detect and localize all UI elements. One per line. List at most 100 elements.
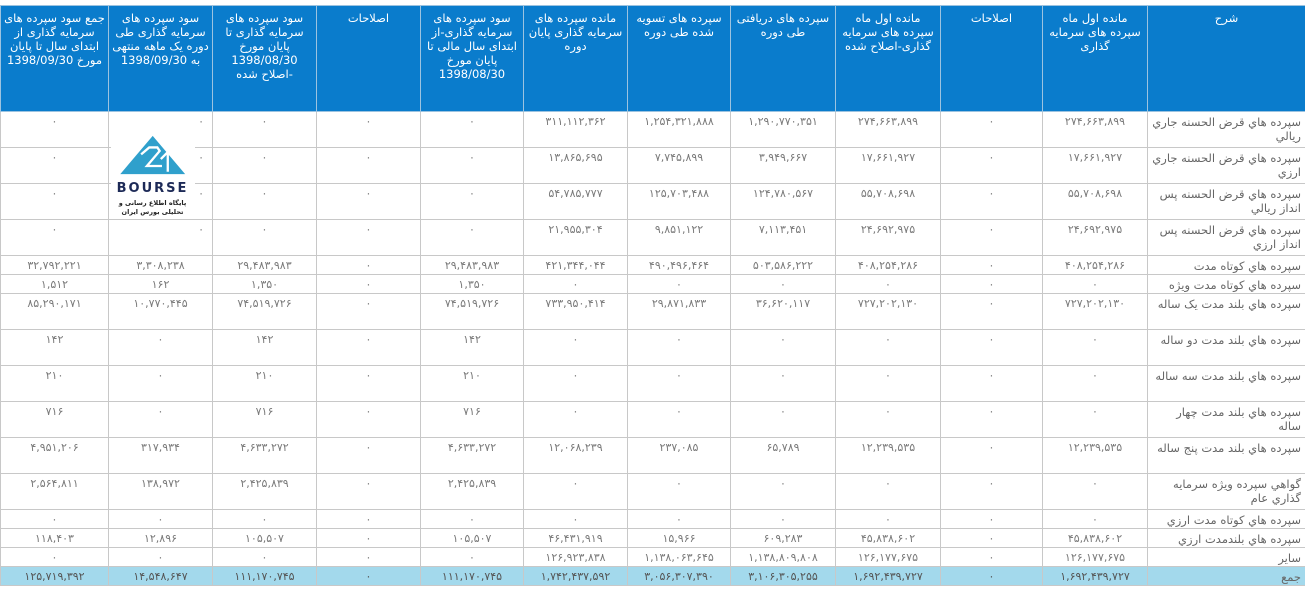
table-cell: ۰ [316,329,421,366]
row-description: سپرده هاي کوتاه مدت ارزي [1147,509,1305,529]
table-cell: ۰ [212,111,317,148]
table-cell: ۰ [730,329,836,366]
table-cell: ۲۴,۶۹۲,۹۷۵ [835,219,941,256]
table-cell: ۴,۹۵۱,۲۰۶ [0,437,109,474]
table-cell: ۰ [420,547,524,567]
table-cell: ۹,۸۵۱,۱۲۲ [627,219,731,256]
table-cell: ۲۷۴,۶۶۳,۸۹۹ [1042,111,1148,148]
table-cell: ۷۳۳,۹۵۰,۴۱۴ [523,293,628,330]
header-opening-balance-adjusted: مانده اول ماه سپرده های سرمایه گذاری-اصل… [835,5,941,112]
table-cell: ۰ [627,365,731,402]
total-label: جمع [1147,566,1305,586]
row-description: سپرده هاي کوتاه مدت [1147,255,1305,275]
header-settled-deposits: سپرده های تسویه شده طی دوره [627,5,731,112]
row-description: ساير [1147,547,1305,567]
table-cell: ۰ [835,509,941,529]
table-cell: ۱۲۶,۱۷۷,۶۷۵ [1042,547,1148,567]
header-interest-adjustments: اصلاحات [316,5,421,112]
report-container: شرح مانده اول ماه سپرده های سرمایه گذاری… [0,5,1305,586]
row-description: سپرده هاي قرض الحسنه پس انداز ريالي [1147,183,1305,220]
table-cell: ۰ [835,365,941,402]
total-row: جمع ۱,۶۹۲,۴۳۹,۷۲۷ ۰ ۱,۶۹۲,۴۳۹,۷۲۷ ۳,۱۰۶,۳۰۵,… [0,566,1305,586]
table-row: سپرده هاي قرض الحسنه پس انداز ريالي ۵۵,۷۰… [0,183,1305,220]
total-cell: ۰ [316,566,421,586]
table-cell: ۰ [835,473,941,510]
table-cell: ۰ [940,147,1043,184]
table-cell: ۰ [420,111,524,148]
total-cell: ۱,۶۹۲,۴۳۹,۷۲۷ [835,566,941,586]
table-cell: ۱۲۵,۷۰۳,۴۸۸ [627,183,731,220]
table-row: سپرده هاي بلند مدت دو ساله ۰ ۰ ۰ ۰ ۰ ۰ ۱۴۲ ۰ ۱۴۲ ۰… [0,329,1305,366]
table-cell: ۰ [523,509,628,529]
table-cell: ۰ [940,528,1043,548]
table-cell: ۱,۱۳۸,۸۰۹,۸۰۸ [730,547,836,567]
table-cell: ۰ [940,329,1043,366]
table-row: سپرده هاي کوتاه مدت ارزي ۰ ۰ ۰ ۰ ۰ ۰ ۰ ۰ ۰ ۰ ۰ [0,509,1305,529]
table-cell: ۵۰۳,۵۸۶,۲۲۲ [730,255,836,275]
table-cell: ۲,۴۲۵,۸۳۹ [212,473,317,510]
table-cell: ۰ [316,183,421,220]
total-cell: ۱۱۱,۱۷۰,۷۴۵ [212,566,317,586]
row-description: سپرده هاي بلند مدت دو ساله [1147,329,1305,366]
table-cell: ۷,۱۱۳,۴۵۱ [730,219,836,256]
table-cell: ۰ [730,401,836,438]
table-cell: ۰ [0,183,109,220]
row-description: سپرده هاي بلند مدت چهار ساله [1147,401,1305,438]
row-description: سپرده هاي قرض الحسنه جاري ارزي [1147,147,1305,184]
table-cell: ۲۱۰ [212,365,317,402]
table-cell: ۰ [420,147,524,184]
table-cell: ۱۷,۶۶۱,۹۲۷ [1042,147,1148,184]
table-cell: ۱,۳۵۰ [420,274,524,294]
total-cell: ۱۴,۵۴۸,۶۴۷ [108,566,213,586]
table-cell: ۲۱۰ [420,365,524,402]
table-cell: ۰ [212,219,317,256]
table-cell: ۲,۴۲۵,۸۳۹ [420,473,524,510]
header-interest-total: جمع سود سپرده های سرمایه گذاری از ابتدای… [0,5,109,112]
table-cell: ۲۴,۶۹۲,۹۷۵ [1042,219,1148,256]
header-description: شرح [1147,5,1305,112]
table-cell: ۰ [1042,329,1148,366]
header-row: شرح مانده اول ماه سپرده های سرمایه گذاری… [0,5,1305,112]
table-cell: ۰ [108,547,213,567]
table-cell: ۰ [316,401,421,438]
table-cell: ۳۱۷,۹۳۴ [108,437,213,474]
table-cell: ۱۱۸,۴۰۳ [0,528,109,548]
table-cell: ۵۵,۷۰۸,۶۹۸ [835,183,941,220]
table-cell: ۱۷,۶۶۱,۹۲۷ [835,147,941,184]
table-cell: ۱۴۲ [212,329,317,366]
table-cell: ۰ [940,255,1043,275]
table-cell: ۰ [0,547,109,567]
table-row: سپرده هاي کوتاه مدت ۴۰۸,۲۵۴,۲۸۶ ۰ ۴۰۸,۲۵۴,۲… [0,255,1305,275]
table-cell: ۰ [835,274,941,294]
table-cell: ۱۲,۲۳۹,۵۳۵ [1042,437,1148,474]
table-cell: ۱۲۴,۷۸۰,۵۶۷ [730,183,836,220]
table-cell: ۰ [940,274,1043,294]
table-cell: ۲۱۰ [0,365,109,402]
header-adjustments: اصلاحات [940,5,1043,112]
table-cell: ۱۰۵,۵۰۷ [420,528,524,548]
row-description: گواهي سپرده ويژه سرمايه گذاري عام [1147,473,1305,510]
table-cell: ۴۵,۸۳۸,۶۰۲ [835,528,941,548]
table-cell: ۸۵,۲۹۰,۱۷۱ [0,293,109,330]
logo-tagline: پایگاه اطلاع رسانی و تحلیلی بورس ایران [118,198,187,216]
table-row: ساير ۱۲۶,۱۷۷,۶۷۵ ۰ ۱۲۶,۱۷۷,۶۷۵ ۱,۱۳۸,۸۰۹,۸۰۸… [0,547,1305,567]
table-cell: ۰ [523,473,628,510]
table-cell: ۰ [316,509,421,529]
table-cell: ۰ [212,509,317,529]
header-interest-month: سود سپرده های سرمایه گذاری طی دوره یک ما… [108,5,213,112]
table-cell: ۲۹,۴۸۳,۹۸۳ [212,255,317,275]
header-closing-balance: مانده سپرده های سرمایه گذاری پایان دوره [523,5,628,112]
table-cell: ۰ [108,509,213,529]
header-opening-balance: مانده اول ماه سپرده های سرمایه گذاری [1042,5,1148,112]
table-cell: ۰ [523,329,628,366]
table-cell: ۱۰۵,۵۰۷ [212,528,317,548]
table-cell: ۲۷۴,۶۶۳,۸۹۹ [835,111,941,148]
header-received-deposits: سپرده های دریافتی طی دوره [730,5,836,112]
table-cell: ۰ [108,401,213,438]
table-cell: ۰ [420,183,524,220]
table-cell: ۰ [0,219,109,256]
row-description: سپرده هاي بلند مدت يک ساله [1147,293,1305,330]
table-cell: ۳۱۱,۱۱۲,۳۶۲ [523,111,628,148]
table-cell: ۷۱۶ [0,401,109,438]
table-cell: ۰ [627,401,731,438]
